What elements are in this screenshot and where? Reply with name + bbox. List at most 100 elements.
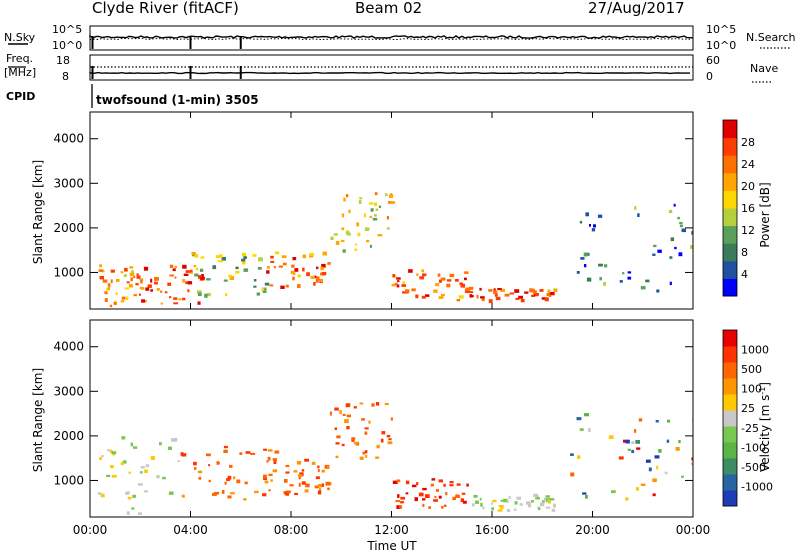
echo-cell [130, 270, 134, 274]
echo-cell [263, 474, 267, 479]
echo-cell [242, 261, 246, 265]
colorbar-cell [723, 155, 737, 174]
echo-cell [233, 476, 236, 480]
echo-cell [126, 296, 129, 300]
echo-cell [228, 274, 233, 278]
echo-cell [206, 293, 211, 297]
echo-cell [335, 455, 339, 459]
echo-cell [268, 489, 271, 492]
echo-cell [316, 266, 319, 270]
echo-cell [634, 429, 637, 433]
echo-cell [169, 296, 172, 299]
echo-cell [625, 497, 629, 501]
echo-cell [274, 450, 280, 454]
echo-cell [414, 497, 418, 502]
echo-cell [488, 299, 493, 304]
echo-cell [604, 264, 608, 268]
echo-cell [194, 467, 197, 470]
echo-cell [197, 470, 203, 474]
echo-cell [150, 456, 155, 460]
echo-cell [137, 483, 143, 486]
power-colorbar-label: Power [dB] [758, 182, 772, 247]
echo-cell [263, 477, 268, 481]
echo-cell [425, 294, 430, 297]
echo-cell [363, 213, 366, 218]
echo-cell [124, 267, 128, 272]
echo-cell [375, 456, 380, 459]
echo-cell [107, 449, 110, 452]
echo-cell [223, 449, 228, 453]
echo-cell [208, 479, 211, 483]
echo-cell [547, 289, 551, 294]
echo-cell [461, 492, 466, 495]
echo-cell [493, 288, 496, 292]
echo-cell [285, 471, 290, 474]
colorbar-tick-label: 100 [741, 383, 762, 396]
colorbar-cell [723, 378, 737, 395]
echo-cell [364, 450, 368, 454]
echo-cell [622, 272, 625, 275]
colorbar-tick-label: 20 [741, 180, 755, 193]
echo-cell [422, 487, 427, 491]
echo-cell [536, 495, 539, 500]
echo-cell [218, 254, 223, 258]
echo-cell [345, 403, 350, 408]
echo-cell [150, 289, 153, 292]
echo-cell [266, 460, 269, 463]
echo-cell [200, 256, 205, 259]
freq-label: Freq. [6, 52, 33, 65]
echo-cell [434, 495, 437, 499]
echo-cell [334, 427, 337, 430]
echo-cell [657, 249, 662, 253]
echo-cell [97, 492, 102, 495]
echo-cell [191, 252, 196, 255]
echo-cell [133, 446, 138, 449]
echo-cell [535, 293, 539, 297]
echo-cell [305, 483, 310, 488]
echo-cell [343, 197, 346, 202]
echo-cell [455, 494, 459, 498]
echo-cell [577, 455, 581, 459]
echo-cell [480, 502, 483, 507]
echo-cell [274, 251, 280, 255]
echo-cell [541, 297, 546, 300]
echo-cell [341, 227, 345, 231]
echo-cell [167, 282, 172, 286]
echo-cell [456, 483, 461, 486]
echo-cell [123, 274, 127, 277]
echo-cell [321, 483, 324, 487]
echo-cell [177, 460, 180, 463]
echo-cell [296, 461, 302, 465]
echo-cell [492, 499, 497, 503]
echo-cell [435, 489, 439, 492]
echo-cell [580, 257, 585, 260]
echo-cell [193, 265, 197, 267]
echo-cell [359, 456, 364, 460]
colorbar-cell [723, 346, 737, 363]
echo-cell [456, 299, 461, 302]
echo-cell [691, 462, 693, 466]
colorbar-cell [723, 362, 737, 379]
echo-cell [347, 233, 351, 236]
echo-cell [193, 461, 197, 466]
nsearch-tick-top: 10^5 [706, 23, 736, 36]
echo-cell [154, 277, 159, 281]
echo-cell [131, 507, 135, 510]
echo-cell [301, 469, 305, 472]
echo-cell [500, 288, 505, 292]
echo-cell [292, 257, 297, 261]
echo-cell [381, 431, 386, 435]
echo-cell [446, 279, 452, 282]
x-tick-label: 08:00 [274, 523, 309, 537]
echo-cell [348, 209, 351, 214]
echo-cell [664, 471, 668, 475]
echo-cell [533, 290, 537, 294]
echo-cell [513, 508, 517, 511]
echo-cell [618, 456, 624, 460]
echo-cell [531, 294, 536, 297]
echo-cell [421, 295, 426, 299]
echo-cell [141, 287, 145, 290]
echo-cell [666, 439, 670, 443]
echo-cell [330, 236, 334, 240]
echo-cell [266, 266, 270, 269]
